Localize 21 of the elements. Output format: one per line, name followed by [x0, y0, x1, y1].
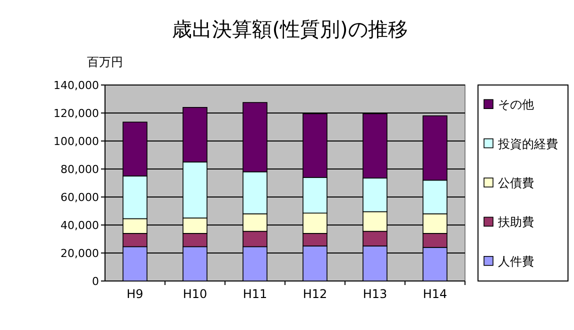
legend-label: 公債費 [498, 176, 534, 190]
legend-label: その他 [498, 98, 534, 112]
y-tick-label: 140,000 [54, 79, 99, 92]
x-tick-label: H14 [422, 287, 448, 301]
chart-title: 歳出決算額(性質別)の推移 [172, 17, 408, 41]
y-tick-label: 80,000 [60, 163, 99, 176]
y-tick-label: 60,000 [60, 191, 99, 204]
legend-label: 人件費 [498, 254, 534, 268]
x-tick-label: H11 [242, 287, 268, 301]
x-tick-label: H13 [362, 287, 388, 301]
x-tick-label: H9 [126, 287, 144, 301]
y-tick-label: 120,000 [54, 107, 99, 120]
y-tick-label: 100,000 [54, 135, 99, 148]
legend-label: 投資的経費 [497, 136, 558, 151]
x-tick-label: H12 [302, 287, 328, 301]
legend-label: 扶助費 [497, 215, 534, 230]
y-axis-title: 百万円 [87, 55, 123, 69]
x-tick-label: H10 [182, 287, 208, 301]
y-tick-label: 40,000 [60, 219, 99, 232]
y-tick-label: 20,000 [60, 247, 99, 260]
y-tick-label: 0 [92, 275, 99, 288]
